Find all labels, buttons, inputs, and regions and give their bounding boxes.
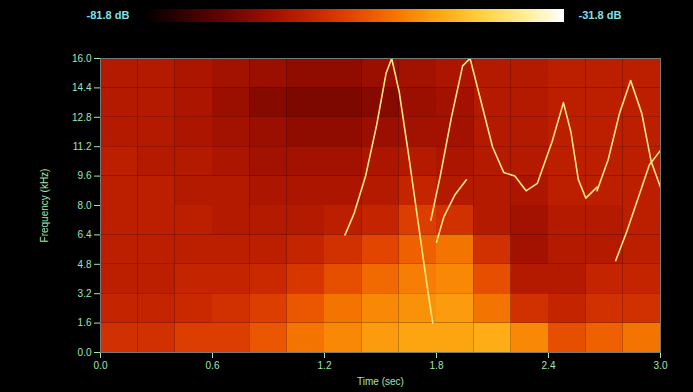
html-text:-81.8 dB: -81.8 dB: [86, 9, 130, 21]
svg-text:1.2: 1.2: [318, 360, 332, 371]
svg-text:6.4: 6.4: [78, 229, 92, 240]
svg-text:1.6: 1.6: [78, 317, 92, 328]
svg-text:11.2: 11.2: [73, 141, 92, 152]
svg-text:16.0: 16.0: [72, 53, 92, 64]
svg-text:2.4: 2.4: [542, 360, 556, 371]
svg-text:Frequency (kHz): Frequency (kHz): [39, 169, 50, 243]
svg-text:0.6: 0.6: [206, 360, 220, 371]
svg-text:0.0: 0.0: [94, 360, 108, 371]
svg-text:3.0: 3.0: [654, 360, 668, 371]
svg-text:Time (sec): Time (sec): [357, 376, 404, 387]
html-text:-31.8 dB: -31.8 dB: [578, 9, 622, 21]
svg-text:8.0: 8.0: [78, 200, 92, 211]
svg-text:12.8: 12.8: [72, 112, 92, 123]
svg-text:3.2: 3.2: [78, 288, 92, 299]
svg-text:1.8: 1.8: [430, 360, 444, 371]
svg-text:0.0: 0.0: [78, 347, 92, 358]
svg-text:14.4: 14.4: [72, 82, 92, 93]
svg-text:4.8: 4.8: [78, 259, 92, 270]
svg-text:9.6: 9.6: [78, 170, 92, 181]
